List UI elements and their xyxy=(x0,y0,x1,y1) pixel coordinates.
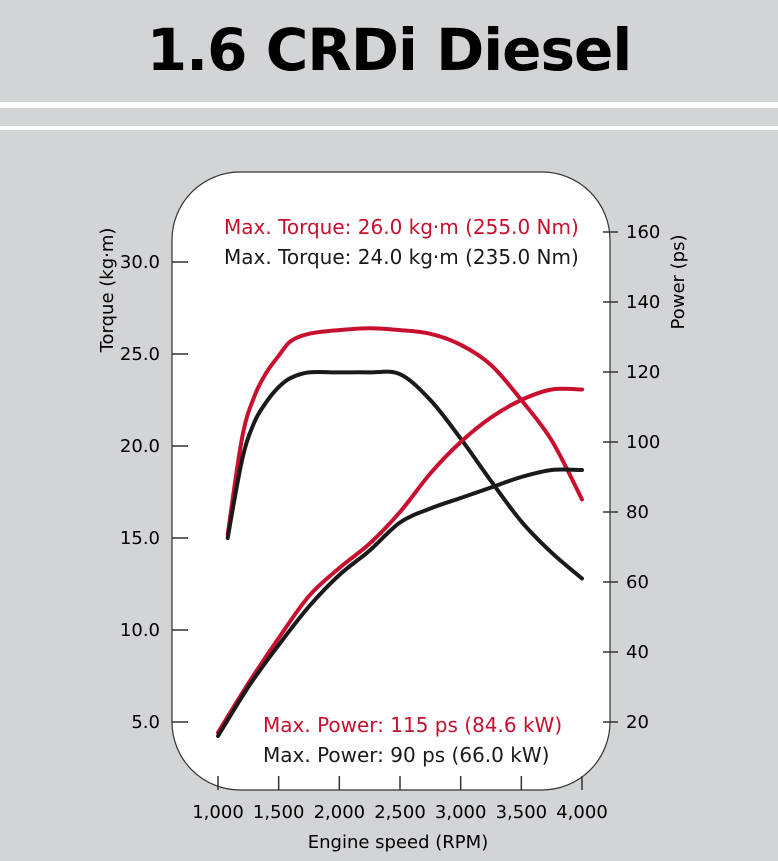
torque-black-line xyxy=(225,369,584,581)
y-right-tick-label: 20 xyxy=(626,712,649,733)
x-tick-label: 3,500 xyxy=(496,802,548,823)
y-left-tick-label: 10.0 xyxy=(120,620,160,641)
x-tick-label: 3,000 xyxy=(435,802,487,823)
divider-band xyxy=(0,108,778,126)
x-tick-label: 4,000 xyxy=(556,802,608,823)
y-right-tick-label: 120 xyxy=(626,362,660,383)
max-torque-red-label: Max. Torque: 26.0 kg·m (255.0 Nm) xyxy=(224,215,579,239)
x-axis-title: Engine speed (RPM) xyxy=(308,832,488,853)
x-tick-label: 1,500 xyxy=(253,802,305,823)
y-right-tick-label: 80 xyxy=(626,502,649,523)
x-tick-label: 1,000 xyxy=(192,802,244,823)
y-left-axis-title: Torque (kg·m) xyxy=(97,228,118,354)
y-right-tick-label: 40 xyxy=(626,642,649,663)
power-red-line xyxy=(216,386,584,735)
y-left-tick-label: 15.0 xyxy=(120,528,160,549)
max-power-red-label: Max. Power: 115 ps (84.6 kW) xyxy=(263,713,562,737)
x-tick-label: 2,000 xyxy=(314,802,366,823)
title-bar: 1.6 CRDi Diesel xyxy=(0,0,778,102)
x-tick-label: 2,500 xyxy=(374,802,426,823)
y-left-tick-label: 25.0 xyxy=(120,344,160,365)
y-left-tick-label: 30.0 xyxy=(120,252,160,273)
y-left-tick-label: 20.0 xyxy=(120,436,160,457)
y-left-tick-label: 5.0 xyxy=(131,712,160,733)
torque-red-line xyxy=(225,326,584,537)
power-black-line xyxy=(216,467,584,738)
chart-title: 1.6 CRDi Diesel xyxy=(146,16,633,84)
y-right-tick-label: 140 xyxy=(626,292,660,313)
axes-layer: 5.0 10.0 15.0 20.0 25.0 30.0 20 40 60 80 100 120 140… xyxy=(120,222,660,823)
y-right-axis-title: Power (ps) xyxy=(668,235,689,330)
y-right-tick-label: 60 xyxy=(626,572,649,593)
series-layer xyxy=(216,326,584,738)
max-torque-black-label: Max. Torque: 24.0 kg·m (235.0 Nm) xyxy=(224,245,579,269)
y-right-tick-label: 100 xyxy=(626,432,660,453)
max-power-black-label: Max. Power: 90 ps (66.0 kW) xyxy=(263,743,549,767)
y-right-tick-label: 160 xyxy=(626,222,660,243)
